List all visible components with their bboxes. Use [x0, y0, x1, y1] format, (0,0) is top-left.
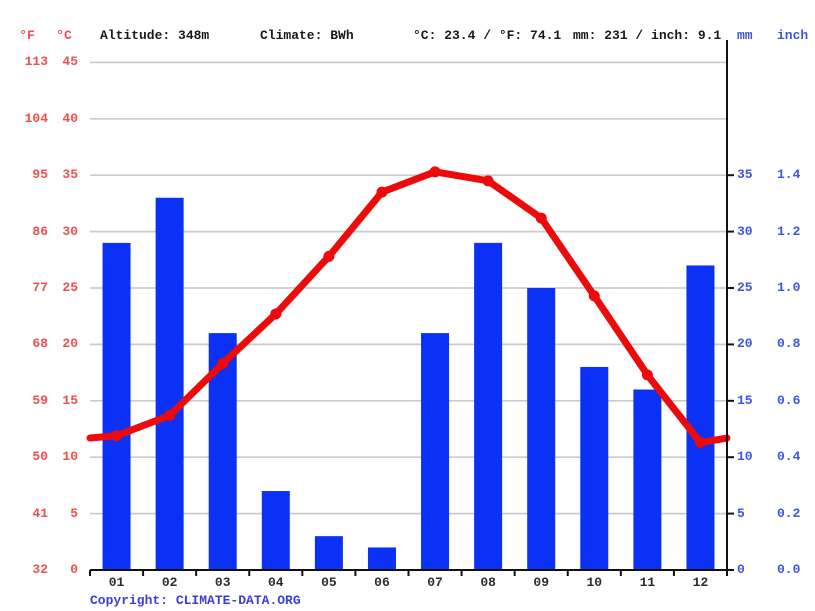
inch-tick-label: 1.4 — [777, 167, 801, 183]
temp-point-08[interactable] — [482, 175, 494, 187]
inch-tick-label: 1.2 — [777, 223, 801, 239]
mm-tick-label: 30 — [737, 223, 753, 239]
bar-precip-09[interactable] — [527, 288, 556, 570]
fahrenheit-axis-title: °F — [19, 28, 35, 43]
temp-point-11[interactable] — [641, 369, 653, 381]
f-tick-label: 59 — [32, 392, 48, 408]
f-tick-label: 50 — [32, 449, 48, 465]
bar-precip-04[interactable] — [261, 491, 290, 570]
bar-precip-07[interactable] — [421, 333, 450, 570]
inch-tick-label: 0.6 — [777, 392, 801, 408]
f-tick-label: 41 — [32, 505, 48, 521]
month-label: 02 — [161, 575, 178, 590]
f-tick-label: 77 — [32, 280, 48, 295]
mm-tick-label: 35 — [737, 167, 753, 183]
bar-precip-11[interactable] — [633, 389, 662, 570]
bar-precip-10[interactable] — [580, 366, 609, 570]
f-tick-label: 113 — [24, 54, 48, 70]
mm-tick-label: 5 — [737, 505, 745, 521]
mm-tick-label: 10 — [737, 449, 753, 465]
c-tick-label: 30 — [62, 223, 78, 239]
temp-point-01[interactable] — [111, 430, 123, 442]
month-label: 10 — [586, 575, 603, 590]
c-tick-label: 35 — [62, 167, 78, 183]
annual-precip-info: mm: 231 / inch: 9.1 — [573, 28, 722, 43]
c-tick-label: 25 — [62, 280, 78, 295]
c-tick-label: 40 — [62, 110, 78, 126]
f-tick-label: 95 — [32, 167, 48, 183]
temp-point-03[interactable] — [217, 358, 229, 370]
c-tick-label: 5 — [70, 505, 78, 521]
mm-tick-label: 25 — [737, 280, 753, 295]
copyright-line: Copyright: CLIMATE-DATA.ORG — [90, 593, 301, 609]
mm-tick-label: 0 — [737, 562, 745, 577]
bar-precip-06[interactable] — [367, 547, 396, 570]
mean-temperature-info: °C: 23.4 / °F: 74.1 — [413, 28, 562, 43]
temp-point-10[interactable] — [588, 290, 600, 302]
month-label: 12 — [692, 575, 709, 590]
f-tick-label: 68 — [32, 336, 48, 352]
altitude-info: Altitude: 348m — [100, 28, 210, 43]
mm-axis-title: mm — [737, 28, 753, 43]
c-tick-label: 45 — [62, 54, 78, 70]
f-tick-label: 86 — [32, 223, 48, 239]
temp-point-07[interactable] — [429, 166, 441, 178]
inch-axis-title: inch — [777, 28, 809, 43]
mm-tick-label: 20 — [737, 336, 753, 352]
c-tick-label: 10 — [62, 449, 78, 465]
temp-point-06[interactable] — [376, 186, 388, 198]
bar-precip-12[interactable] — [686, 265, 715, 570]
bar-precip-01[interactable] — [102, 242, 131, 570]
month-label: 06 — [374, 575, 390, 590]
inch-tick-label: 0.8 — [777, 336, 801, 352]
c-tick-label: 0 — [70, 562, 78, 577]
temp-point-12[interactable] — [694, 437, 706, 449]
month-label: 11 — [639, 575, 656, 590]
inch-tick-label: 0.2 — [777, 505, 801, 521]
month-label: 04 — [267, 575, 284, 590]
bar-precip-05[interactable] — [314, 536, 343, 570]
c-tick-label: 20 — [62, 336, 78, 352]
month-label: 08 — [480, 575, 496, 590]
month-label: 09 — [533, 575, 549, 590]
f-tick-label: 32 — [32, 562, 48, 577]
bar-precip-08[interactable] — [474, 242, 503, 570]
inch-tick-label: 0.0 — [777, 562, 801, 577]
mm-tick-label: 15 — [737, 392, 753, 408]
month-label: 01 — [108, 575, 125, 590]
month-label: 07 — [427, 575, 443, 590]
climate-class-info: Climate: BWh — [260, 28, 354, 43]
f-tick-label: 104 — [24, 110, 48, 126]
temp-point-02[interactable] — [164, 409, 176, 421]
celsius-axis-title: °C — [56, 28, 72, 43]
c-tick-label: 15 — [62, 392, 78, 408]
inch-tick-label: 0.4 — [777, 449, 801, 465]
bar-precip-02[interactable] — [155, 197, 184, 570]
month-label: 03 — [214, 575, 231, 590]
copyright-label: Copyright: — [90, 593, 169, 608]
climate-data-org-link[interactable]: CLIMATE-DATA.ORG — [175, 593, 301, 608]
temp-point-05[interactable] — [323, 250, 335, 262]
inch-tick-label: 1.0 — [777, 280, 801, 295]
temperature-line[interactable] — [86, 168, 731, 447]
temp-point-04[interactable] — [270, 308, 282, 320]
temp-point-09[interactable] — [535, 212, 547, 224]
month-label: 05 — [321, 575, 337, 590]
